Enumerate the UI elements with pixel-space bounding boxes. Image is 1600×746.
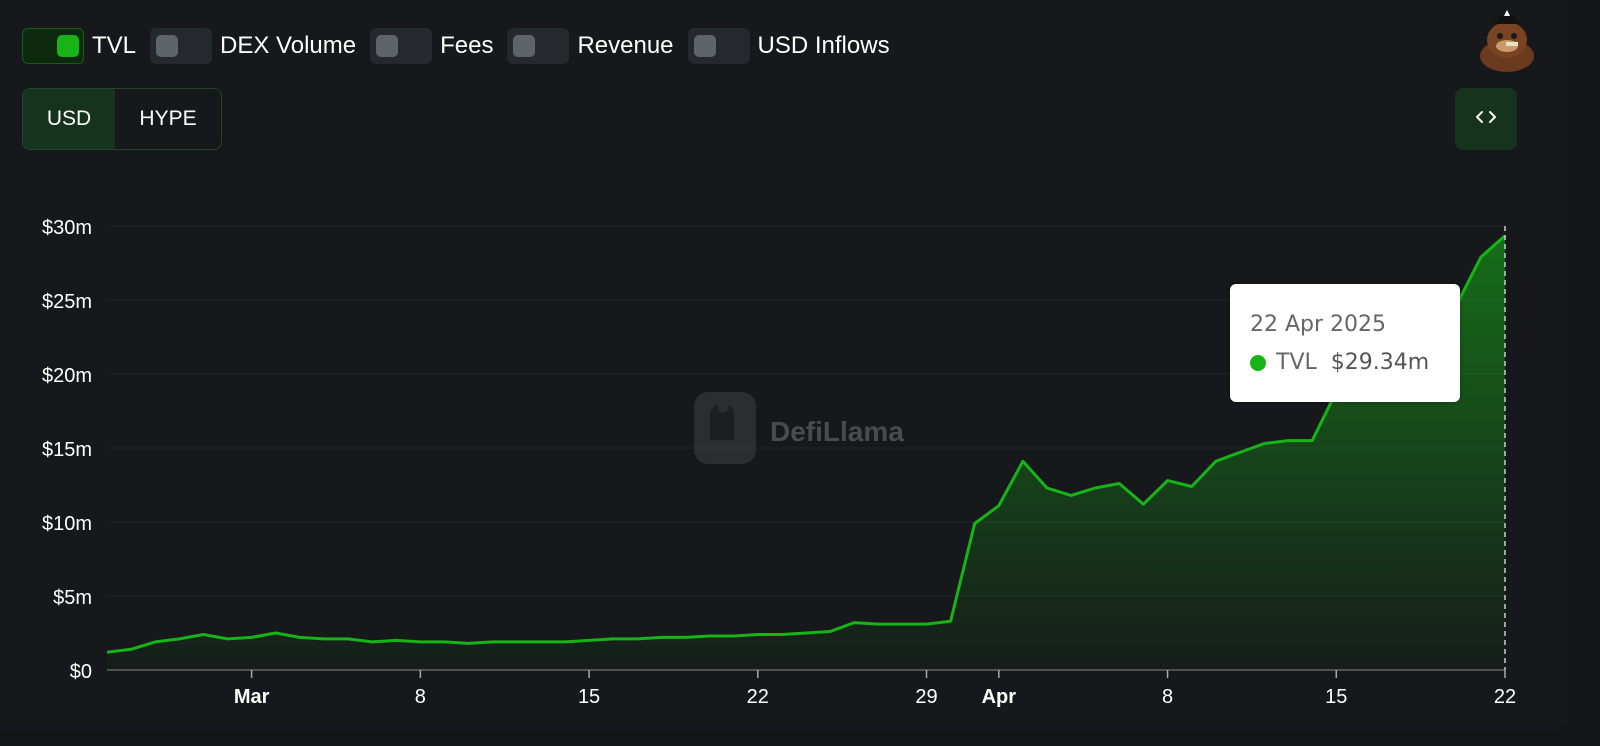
y-tick-label: $20m [42,365,92,387]
toggle-revenue[interactable]: Revenue [507,28,674,64]
toggle-label-revenue: Revenue [577,32,674,59]
toggle-switch-revenue[interactable] [507,28,570,64]
y-tick-label: $0 [70,661,92,683]
defillama-watermark: DefiLlama [694,392,904,464]
y-axis: $0 $5m $10m $15m $20m $25m $30m [42,217,92,683]
x-tick-label: 29 [915,686,937,708]
x-tick-label: Mar [234,686,270,708]
tooltip-date: 22 Apr 2025 [1250,312,1387,337]
tooltip-value: $29.34m [1330,350,1430,375]
toggle-label-usd-inflows: USD Inflows [757,32,890,59]
y-tick-label: $5m [53,587,92,609]
chart-tooltip: 22 Apr 2025 TVL $29.34m [1230,284,1460,402]
x-tick-label: 8 [1162,686,1173,708]
toggle-dex-volume[interactable]: DEX Volume [150,28,356,64]
toggle-switch-usd-inflows[interactable] [687,28,750,64]
code-icon [1474,108,1498,131]
switch-knob [693,35,716,57]
toggle-label-tvl: TVL [92,32,137,59]
embed-code-button[interactable] [1455,88,1517,150]
currency-usd-button[interactable]: USD [23,89,115,149]
toggle-switch-dex-volume[interactable] [150,28,213,64]
y-tick-label: $10m [42,513,92,535]
x-tick-label: 15 [578,686,600,708]
y-tick-label: $25m [42,291,92,313]
toggle-label-fees: Fees [440,32,494,59]
x-axis: Mar 8 15 22 29 Apr 8 15 22 [107,669,1516,708]
x-tick-label: 22 [747,686,769,708]
tooltip-series-name: TVL [1276,350,1317,375]
toggle-fees[interactable]: Fees [370,28,493,64]
currency-switcher: USD HYPE [22,88,222,150]
tooltip-series-dot [1250,354,1266,371]
toggle-tvl[interactable]: TVL [22,28,136,64]
toggle-switch-fees[interactable] [370,28,433,64]
tvl-area [107,235,1505,671]
x-tick-label: 8 [415,686,426,708]
toggle-usd-inflows[interactable]: USD Inflows [687,28,890,64]
toggle-label-dex-volume: DEX Volume [220,32,357,59]
switch-knob [57,35,79,57]
toggle-switch-tvl[interactable] [22,28,84,64]
chart-panel: TVL DEX Volume Fees Revenue USD Inflows … [0,0,1568,732]
watermark-text: DefiLlama [770,416,904,447]
switch-knob [376,35,399,57]
currency-hype-button[interactable]: HYPE [115,89,221,149]
tooltip-row: TVL $29.34m [1250,350,1429,375]
x-tick-label: Apr [982,686,1017,708]
x-tick-label: 15 [1325,686,1347,708]
y-tick-label: $15m [42,439,92,461]
x-tick-label: 22 [1494,686,1516,708]
y-tick-label: $30m [42,217,92,239]
llama-mascot-avatar [1476,6,1538,72]
tvl-chart[interactable]: DefiLlama $0 $5m $10m $15m $20m $25m $30m Mar 8… [0,0,1568,732]
switch-knob [513,35,536,57]
switch-knob [156,35,179,57]
metric-toggles: TVL DEX Volume Fees Revenue USD Inflows [22,28,904,64]
